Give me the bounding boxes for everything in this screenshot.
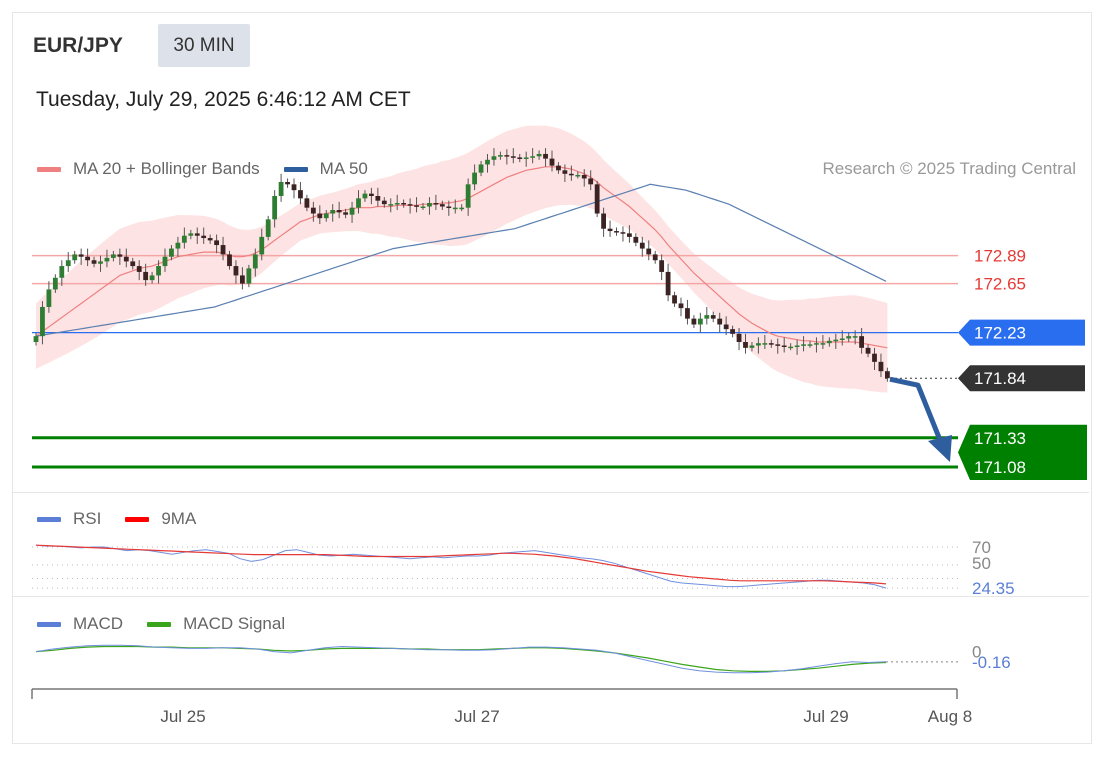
legend-label: MA 50 xyxy=(319,159,368,178)
panel-divider xyxy=(13,492,1089,493)
legend-swatch xyxy=(283,166,308,172)
legend-swatch xyxy=(37,166,61,172)
chart-card xyxy=(12,12,1092,744)
legend-label: MACD Signal xyxy=(183,614,286,633)
legend-label: 9MA xyxy=(161,509,197,528)
legend-label: MA 20 + Bollinger Bands xyxy=(73,159,260,178)
timestamp: Tuesday, July 29, 2025 6:46:12 AM CET xyxy=(36,88,411,111)
panel-divider xyxy=(13,596,1089,597)
legend-item-rsi: RSI xyxy=(37,509,101,529)
interval-badge[interactable]: 30 MIN xyxy=(158,24,250,67)
legend-label: MACD xyxy=(73,614,124,633)
legend-item-macd: MACD xyxy=(37,614,123,634)
legend-item-macd-signal: MACD Signal xyxy=(147,614,285,634)
macd-legend: MACD MACD Signal xyxy=(37,614,309,634)
legend-item-ma50: MA 50 xyxy=(283,159,368,179)
rsi-legend: RSI 9MA xyxy=(37,509,220,529)
legend-swatch xyxy=(37,621,61,627)
price-legend: MA 20 + Bollinger Bands MA 50 xyxy=(37,159,392,179)
research-credit: Research © 2025 Trading Central xyxy=(822,159,1077,178)
legend-swatch xyxy=(125,516,150,522)
legend-swatch xyxy=(37,516,61,522)
legend-item-ma20: MA 20 + Bollinger Bands xyxy=(37,159,260,179)
symbol-title: EUR/JPY xyxy=(33,34,123,57)
legend-swatch xyxy=(147,621,172,627)
legend-label: RSI xyxy=(73,509,102,528)
legend-item-rsi-9ma: 9MA xyxy=(125,509,196,529)
